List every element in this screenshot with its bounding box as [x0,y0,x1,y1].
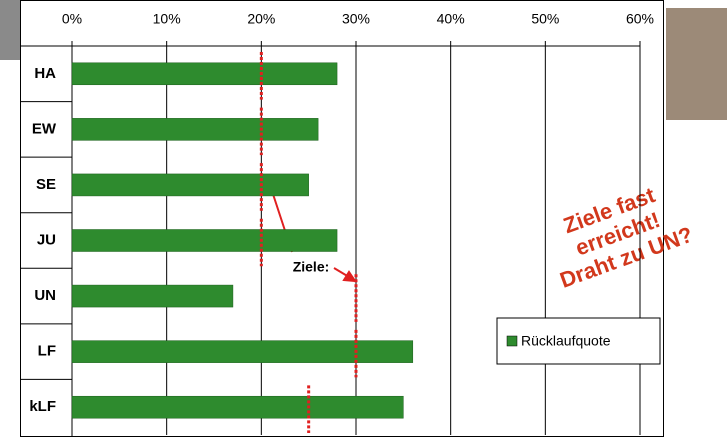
bar [71,173,309,197]
x-tick-label: 40% [437,11,465,27]
y-tick-label: kLF [29,398,56,415]
x-tick-label: 60% [626,11,654,27]
y-tick-label: HA [34,65,56,82]
y-tick-label: UN [34,287,56,304]
x-tick-label: 20% [247,11,275,27]
legend-box [496,317,661,365]
legend-swatch [506,335,518,347]
bar [71,340,414,363]
x-tick-label: 50% [531,11,559,27]
x-tick-label: 30% [342,11,370,27]
target-label: Ziele: [293,259,330,275]
photo [0,0,20,60]
photo [666,8,727,120]
bar [71,284,234,308]
x-tick-label: 0% [62,11,82,27]
legend: Rücklaufquote [496,317,661,365]
legend-label: Rücklaufquote [521,333,611,349]
x-tick-label: 10% [153,11,181,27]
y-tick-label: JU [37,231,56,248]
bar [71,395,404,419]
bar [71,62,338,86]
y-tick-label: EW [32,120,57,137]
bar [71,118,319,141]
y-tick-label: SE [36,176,56,193]
y-tick-label: LF [38,343,56,360]
bar [71,229,338,252]
